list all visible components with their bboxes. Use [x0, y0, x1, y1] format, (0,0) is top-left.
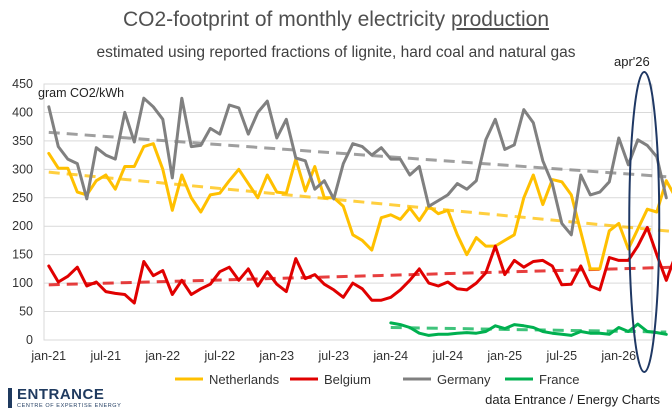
y-axis-label: gram CO2/kWh	[38, 86, 125, 100]
y-tick-label: 0	[26, 333, 33, 347]
y-tick-label: 250	[12, 191, 33, 205]
logo-tagline: CENTRE OF EXPERTISE ENERGY	[17, 403, 122, 409]
legend-label-belgium: Belgium	[324, 372, 371, 387]
y-tick-label: 50	[19, 305, 33, 319]
trendline-france	[390, 325, 667, 334]
source-credit: data Entrance / Energy Charts	[485, 392, 660, 407]
x-tick-label: jul-24	[431, 349, 463, 363]
chart-title: CO2-footprint of monthly electricity pro…	[0, 8, 672, 32]
legend-label-france: France	[539, 372, 579, 387]
legend-label-germany: Germany	[437, 372, 491, 387]
x-tick-label: jan-26	[600, 349, 636, 363]
x-tick-label: jan-23	[258, 349, 294, 363]
x-tick-label: jan-21	[30, 349, 66, 363]
x-tick-label: jan-25	[486, 349, 522, 363]
trendline-germany	[48, 130, 667, 179]
highlight-ellipse	[628, 71, 661, 373]
trendline-netherlands	[48, 170, 672, 233]
series-line-belgium	[47, 225, 672, 305]
x-tick-label: jan-24	[372, 349, 408, 363]
title-emphasis: production	[450, 8, 550, 31]
chart-subtitle: estimated using reported fractions of li…	[96, 44, 576, 61]
logo-bar	[8, 388, 12, 408]
y-tick-label: 200	[12, 219, 33, 233]
series-line-france	[389, 321, 668, 337]
trendline-belgium	[48, 265, 672, 287]
title-prefix: CO2-footprint of monthly electricity	[122, 8, 451, 31]
series-line-germany	[47, 96, 668, 237]
x-tick-label: jan-22	[144, 349, 180, 363]
y-tick-label: 100	[12, 276, 33, 290]
x-tick-label: jul-21	[89, 349, 121, 363]
y-tick-label: 450	[12, 77, 33, 91]
y-tick-label: 300	[12, 162, 33, 176]
series-line-netherlands	[47, 142, 672, 271]
y-tick-label: 400	[12, 105, 33, 119]
x-tick-label: jul-23	[317, 349, 349, 363]
x-tick-label: jul-25	[545, 349, 577, 363]
y-tick-label: 350	[12, 134, 33, 148]
x-tick-label: jul-22	[203, 349, 235, 363]
legend-label-netherlands: Netherlands	[209, 372, 280, 387]
callout-label: apr'26	[614, 54, 650, 69]
logo-name: ENTRANCE	[17, 386, 105, 403]
y-tick-label: 150	[12, 248, 33, 262]
